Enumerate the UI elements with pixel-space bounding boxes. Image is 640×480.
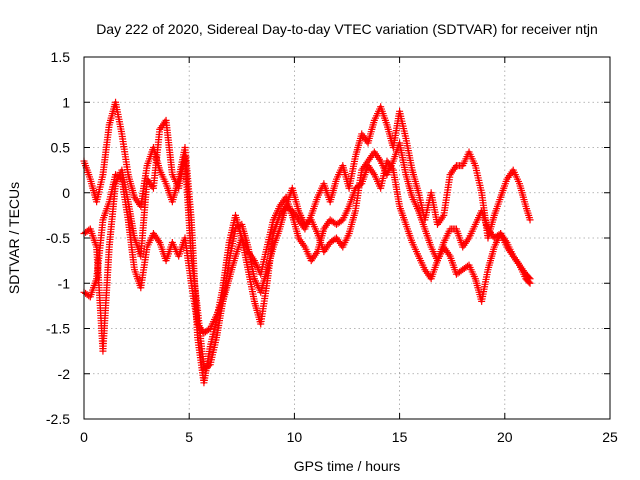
- data-point: [525, 278, 533, 286]
- data-point: [205, 362, 213, 370]
- y-tick-label: -1: [58, 275, 71, 291]
- axis-ticks: [83, 56, 611, 420]
- y-tick-label: 1: [62, 94, 70, 110]
- y-tick-label: -1.5: [46, 321, 70, 337]
- series-trace-3: [80, 157, 534, 337]
- y-tick-label: 0: [62, 185, 70, 201]
- x-tick-label: 10: [287, 429, 303, 445]
- y-tick-label: -2.5: [46, 411, 70, 427]
- x-tick-label: 25: [602, 429, 618, 445]
- tick-labels: 0 5 10 15 20 25 -2.5 -2 -1.5 -1 -0.5 0 0.5 1 1.5: [46, 49, 618, 445]
- x-tick-label: 5: [185, 429, 193, 445]
- y-tick-label: 1.5: [51, 49, 71, 65]
- y-tick-label: -0.5: [46, 230, 70, 246]
- data-point: [116, 174, 124, 182]
- y-tick-label: -2: [58, 366, 71, 382]
- y-axis-label: SDTVAR / TECUs: [6, 182, 22, 294]
- x-tick-label: 15: [392, 429, 408, 445]
- data-point: [526, 279, 534, 287]
- y-tick-label: 0.5: [51, 140, 71, 156]
- chart-title: Day 222 of 2020, Sidereal Day-to-day VTE…: [96, 21, 598, 37]
- x-tick-label: 0: [80, 429, 88, 445]
- x-axis-label: GPS time / hours: [294, 458, 401, 474]
- x-tick-label: 20: [497, 429, 513, 445]
- data-points: [80, 98, 534, 387]
- data-point: [526, 216, 534, 224]
